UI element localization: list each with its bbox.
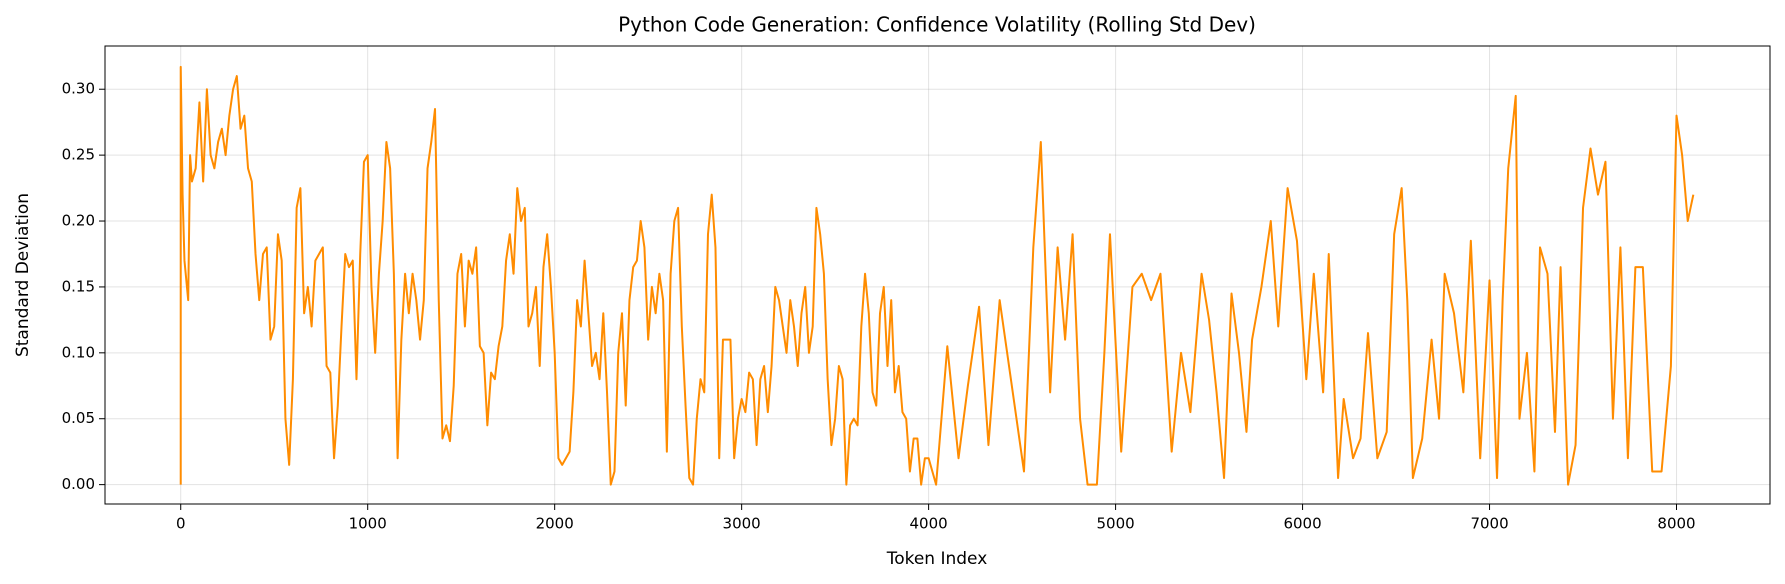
y-tick-label: 0.05: [62, 409, 95, 427]
x-tick-label: 1000: [349, 515, 387, 533]
y-tick-label: 0.30: [62, 80, 95, 98]
x-tick-label: 5000: [1096, 515, 1134, 533]
x-tick-label: 0: [176, 515, 186, 533]
y-tick-label: 0.25: [62, 146, 95, 164]
x-tick-label: 4000: [910, 515, 948, 533]
x-tick-label: 6000: [1283, 515, 1321, 533]
y-tick-label: 0.00: [62, 475, 95, 493]
y-tick-label: 0.10: [62, 343, 95, 361]
chart-title: Python Code Generation: Confidence Volat…: [618, 13, 1256, 37]
plot-frame: [104, 45, 1771, 505]
data-line: [179, 65, 1695, 486]
x-tick-label: 8000: [1657, 515, 1695, 533]
x-tick-label: 7000: [1470, 515, 1508, 533]
x-axis-label: Token Index: [886, 549, 988, 569]
y-tick-label: 0.20: [62, 212, 95, 230]
y-tick-label: 0.15: [62, 277, 95, 295]
y-axis-label: Standard Deviation: [13, 193, 33, 357]
x-tick-label: 2000: [536, 515, 574, 533]
x-tick-label: 3000: [723, 515, 761, 533]
